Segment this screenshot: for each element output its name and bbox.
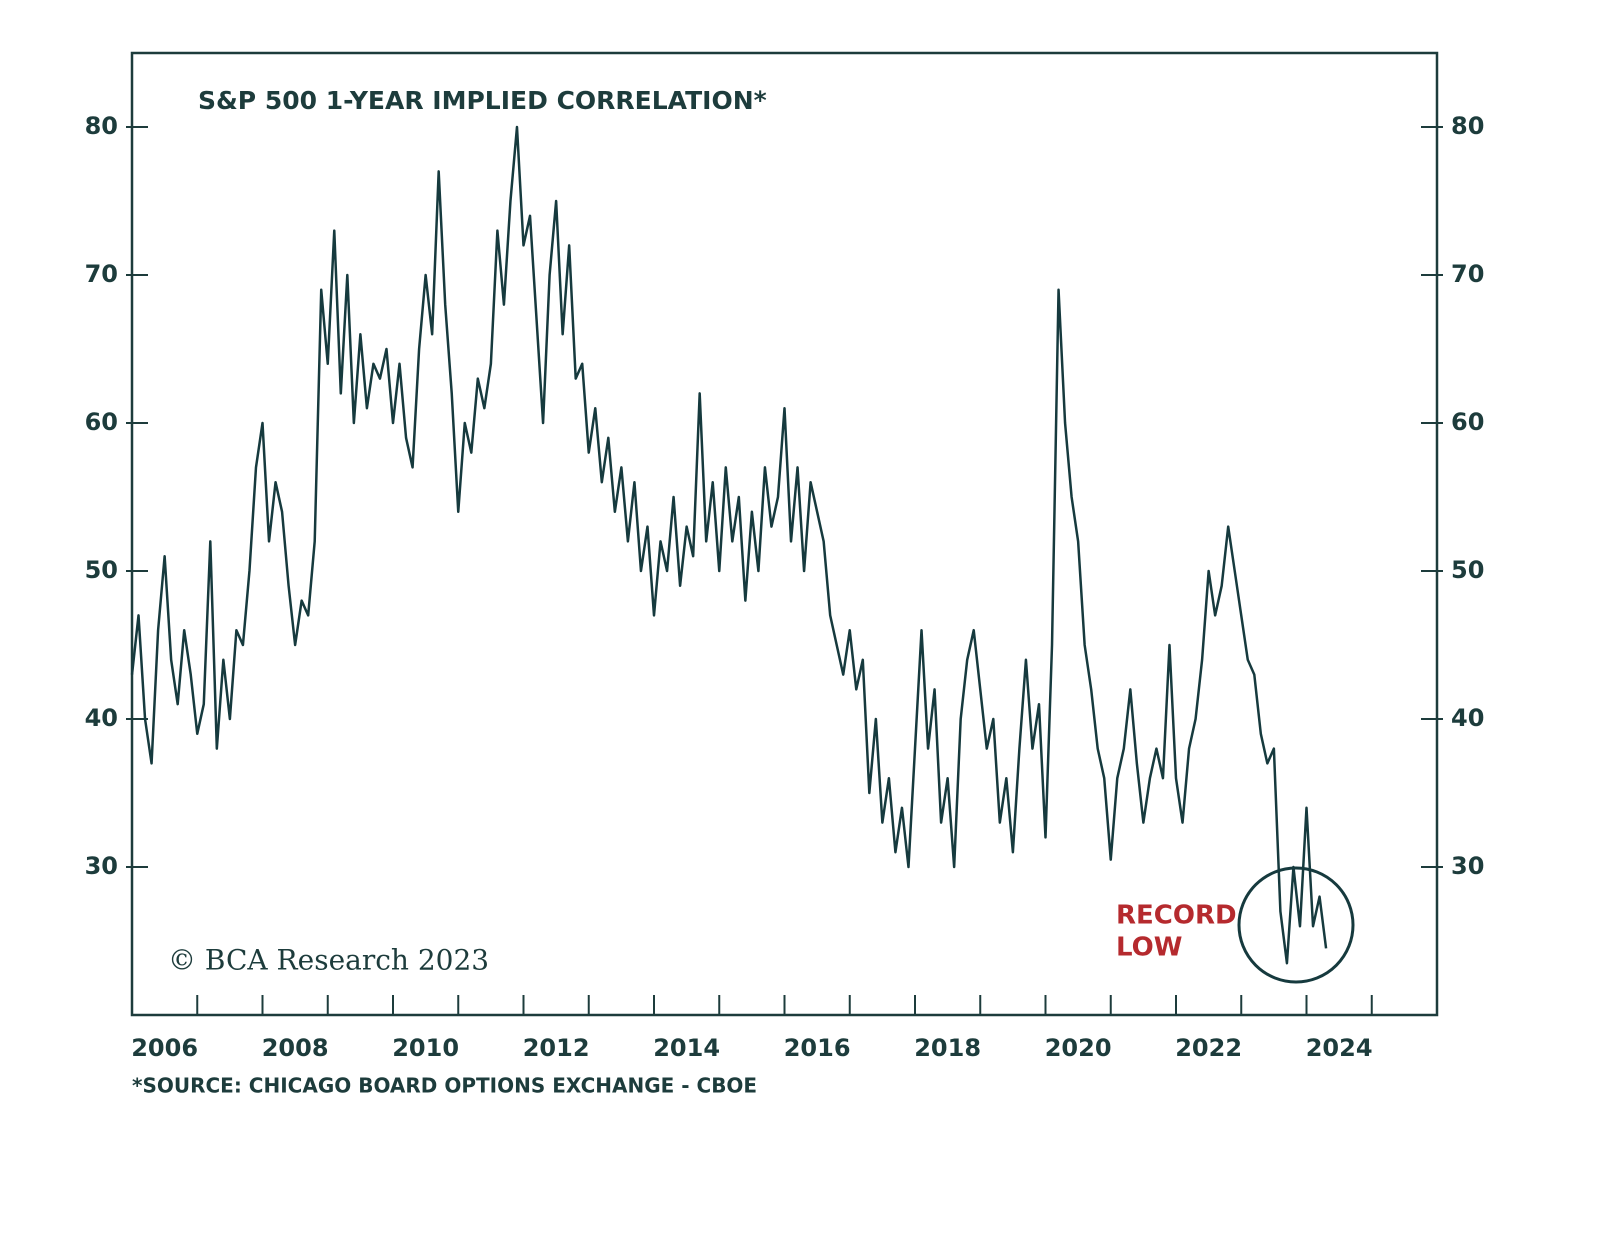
y-tick-label: 80 <box>85 112 118 140</box>
y-tick-label: 30 <box>85 852 118 880</box>
plot-frame <box>130 51 1439 1017</box>
y2-tick-label: 40 <box>1451 704 1484 732</box>
x-tick-label: 2014 <box>653 1034 720 1062</box>
source-note: *SOURCE: CHICAGO BOARD OPTIONS EXCHANGE … <box>132 1074 757 1098</box>
y2-tick-label: 70 <box>1451 260 1484 288</box>
x-tick-label: 2006 <box>131 1034 198 1062</box>
x-tick-label: 2022 <box>1175 1034 1242 1062</box>
x-tick-label: 2018 <box>914 1034 981 1062</box>
y2-tick-label: 30 <box>1451 852 1484 880</box>
highlight-circle <box>1237 866 1355 984</box>
x-tick-label: 2020 <box>1045 1034 1112 1062</box>
copyright: © BCA Research 2023 <box>168 944 489 977</box>
y-tick-label: 60 <box>85 408 118 436</box>
y2-tick-label: 50 <box>1451 556 1484 584</box>
y-tick-label: 40 <box>85 704 118 732</box>
x-tick-label: 2008 <box>262 1034 329 1062</box>
x-tick-label: 2012 <box>523 1034 590 1062</box>
annotation: LOW <box>1116 933 1182 963</box>
x-tick-label: 2016 <box>784 1034 851 1062</box>
x-tick-label: 2024 <box>1306 1034 1373 1062</box>
y2-tick-label: 80 <box>1451 112 1484 140</box>
data-line <box>130 125 1328 965</box>
y-tick-label: 50 <box>85 556 118 584</box>
y2-tick-label: 60 <box>1451 408 1484 436</box>
x-tick-label: 2010 <box>392 1034 459 1062</box>
y-tick-label: 70 <box>85 260 118 288</box>
chart-title: S&P 500 1-YEAR IMPLIED CORRELATION* <box>198 86 767 115</box>
annotation: RECORD <box>1116 901 1237 931</box>
